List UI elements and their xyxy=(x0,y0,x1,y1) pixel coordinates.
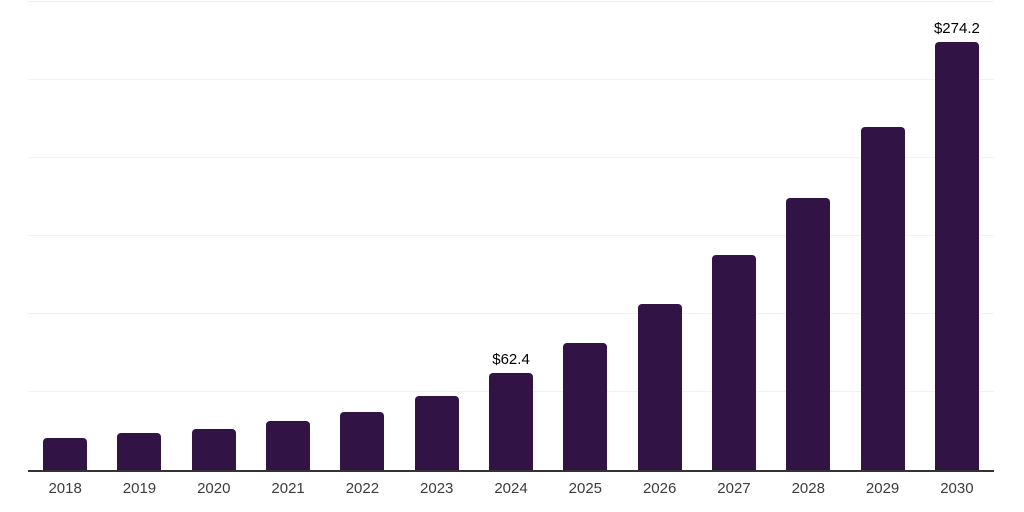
bar-2028 xyxy=(786,197,831,470)
bar-2019 xyxy=(117,432,162,470)
plot-area: $62.4 $274.2 xyxy=(28,1,994,472)
bar-slot-2025 xyxy=(548,2,622,470)
bar-2023 xyxy=(414,395,459,470)
bar-slot-2028 xyxy=(771,2,845,470)
bar-2022 xyxy=(340,412,385,470)
x-tick-label-2023: 2023 xyxy=(420,480,454,497)
x-tick-label-2029: 2029 xyxy=(865,480,900,497)
bar-slot-2020 xyxy=(177,2,251,470)
x-tick-label-2024: 2024 xyxy=(494,480,528,497)
bars: $62.4 $274.2 xyxy=(28,2,994,470)
bar-2025 xyxy=(563,342,608,470)
bar-slot-2024: $62.4 xyxy=(474,2,548,470)
bar-2027 xyxy=(711,255,756,470)
x-tick-label-2018: 2018 xyxy=(48,480,82,497)
x-axis-labels: 2018 2019 2020 2021 2022 2023 2024 2025 2026 2027… xyxy=(28,479,994,499)
bar-value-label-2024: $62.4 xyxy=(492,350,530,368)
x-tick-label-2027: 2027 xyxy=(717,480,751,497)
x-tick-label-2026: 2026 xyxy=(642,480,677,497)
bar-2018 xyxy=(43,437,88,470)
bar-slot-2022 xyxy=(325,2,399,470)
bar-2029 xyxy=(860,126,905,470)
x-axis-line xyxy=(28,470,994,472)
x-tick-label-2028: 2028 xyxy=(791,480,825,497)
bar-slot-2030: $274.2 xyxy=(920,2,994,470)
bar-2021 xyxy=(266,420,311,470)
bar-slot-2019 xyxy=(102,2,176,470)
x-tick-label-2020: 2020 xyxy=(197,480,231,497)
bar-2030 xyxy=(934,42,979,470)
bar-slot-2021 xyxy=(251,2,325,470)
bar-value-label-2030: $274.2 xyxy=(933,20,980,38)
x-tick-label-2025: 2025 xyxy=(568,480,603,497)
bar-slot-2027 xyxy=(697,2,771,470)
bar-slot-2026 xyxy=(623,2,697,470)
x-tick-label-2022: 2022 xyxy=(345,480,380,497)
bar-2020 xyxy=(191,429,236,470)
bar-2026 xyxy=(637,303,682,470)
x-tick-label-2030: 2030 xyxy=(940,480,974,497)
x-tick-label-2019: 2019 xyxy=(122,480,157,497)
bar-slot-2018 xyxy=(28,2,102,470)
bar-2024 xyxy=(489,372,534,470)
bar-slot-2023 xyxy=(400,2,474,470)
bar-slot-2029 xyxy=(845,2,919,470)
x-tick-label-2021: 2021 xyxy=(271,480,305,497)
